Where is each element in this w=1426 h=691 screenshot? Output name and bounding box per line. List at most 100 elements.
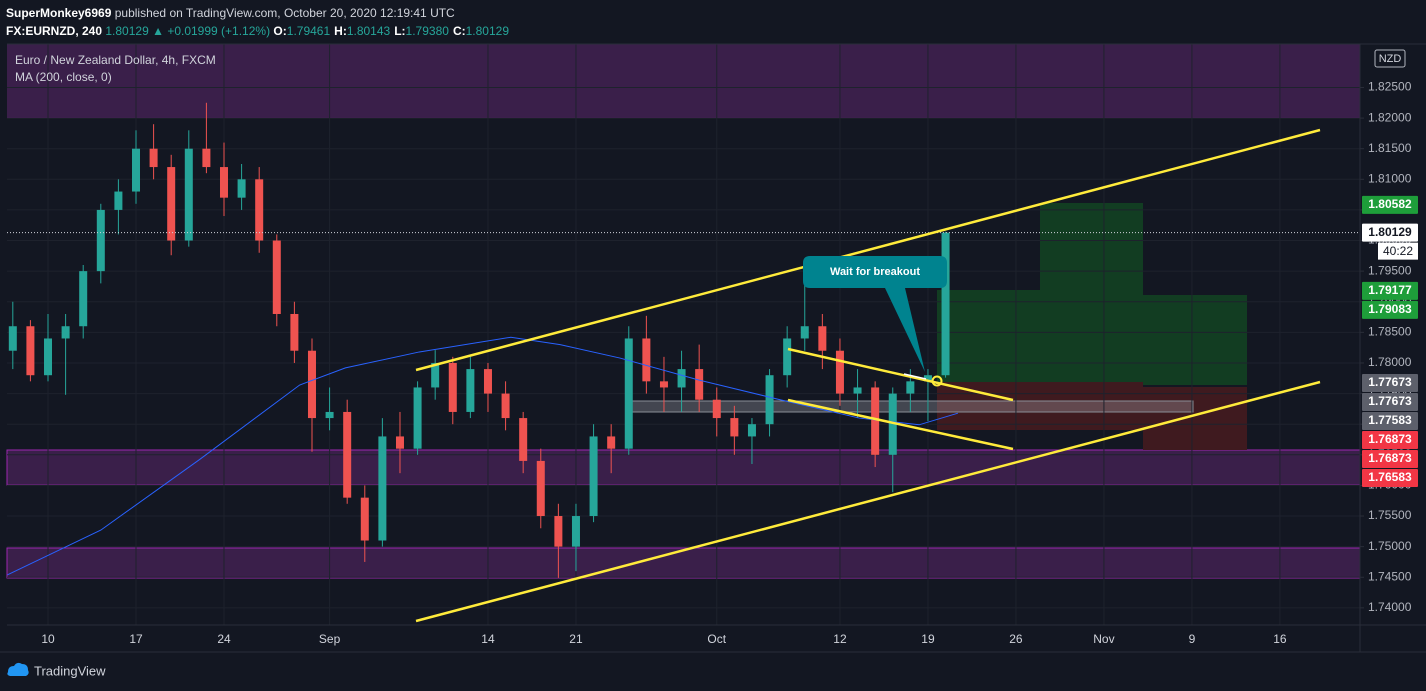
x-tick-label: 24 — [217, 632, 231, 646]
ohlc-value: 1.80143 — [346, 24, 391, 38]
y-tick-label: 1.74000 — [1368, 600, 1412, 614]
candle-body — [853, 387, 862, 394]
x-tick-label: 26 — [1009, 632, 1023, 646]
target-zone — [1040, 203, 1143, 318]
candle-body — [96, 209, 105, 272]
callout-text: Wait for breakout — [830, 266, 920, 278]
target-zone — [1143, 295, 1247, 385]
x-tick-label: 17 — [129, 632, 143, 646]
candle-body — [378, 436, 387, 541]
y-tick-label: 1.78000 — [1368, 355, 1412, 369]
y-tick-label: 1.81000 — [1368, 171, 1412, 185]
candle-body — [501, 393, 510, 419]
trend-line — [787, 398, 1014, 451]
x-tick-label: Oct — [707, 632, 726, 646]
candle-body — [290, 313, 299, 351]
price-label: 1.77673 — [1368, 394, 1412, 408]
mini-line — [903, 373, 927, 380]
currency: NZD — [1379, 53, 1402, 65]
price-label-bg — [1362, 449, 1418, 468]
candle-body — [818, 326, 827, 351]
breakout-point — [931, 375, 943, 387]
y-tick-label: 1.74500 — [1368, 569, 1412, 583]
x-tick-label: Nov — [1093, 632, 1114, 646]
candle-body — [448, 362, 457, 412]
layers — [6, 44, 1361, 579]
zone — [6, 449, 1361, 486]
candle-body — [395, 436, 404, 449]
candle-body — [79, 271, 88, 327]
countdown-bg — [1378, 242, 1418, 260]
y-tick-label: 1.78500 — [1368, 325, 1412, 339]
ohlc-value: 1.79380 — [405, 24, 449, 38]
ohlc-key: C: — [452, 24, 466, 38]
x-tick-label: 16 — [1273, 632, 1287, 646]
candle-body — [149, 148, 158, 168]
chart-title: Euro / New Zealand Dollar, 4h, FXCM — [15, 53, 216, 67]
brand: TradingView — [34, 663, 106, 678]
candle-body — [307, 350, 316, 419]
drawings — [415, 128, 1321, 623]
symbol-line: FX:EURNZD, 240 1.80129 ▲ +0.01999 (+1.12… — [6, 22, 513, 40]
ohlc-key: H: — [334, 24, 347, 38]
candle-body — [941, 232, 950, 376]
x-tick-label: 21 — [569, 632, 583, 646]
ohlc-key: L: — [394, 24, 406, 38]
price-label: 1.80129 — [1368, 225, 1412, 239]
price-label: 1.80582 — [1368, 197, 1412, 211]
zone — [7, 44, 1360, 118]
last: 1.80129 — [105, 24, 149, 38]
change: ▲ +0.01999 (+1.12%) — [152, 24, 271, 38]
candle-body — [712, 399, 721, 419]
candle-body — [906, 381, 915, 394]
candle-body — [677, 369, 686, 388]
ohlc: O:1.79461 H:1.80143 L:1.79380 C:1.80129 — [273, 24, 513, 38]
currency-badge — [1374, 49, 1406, 68]
ma-line — [7, 336, 959, 576]
candle-body — [554, 516, 563, 547]
x-tick-label: 14 — [481, 632, 495, 646]
candle-body — [343, 411, 352, 498]
y-tick-label: 1.82500 — [1368, 80, 1412, 94]
candle-body — [219, 167, 228, 198]
price-label-bg — [1362, 223, 1418, 242]
price-label-bg — [1362, 195, 1418, 214]
candle-body — [589, 436, 598, 517]
price-label-bg — [1362, 373, 1418, 392]
price-label-bg — [1362, 468, 1418, 487]
candle-body — [624, 338, 633, 449]
price-label: 1.79083 — [1368, 302, 1412, 316]
candle-body — [923, 375, 932, 382]
ohlc-key: O: — [273, 24, 287, 38]
price-label: 1.76873 — [1368, 432, 1412, 446]
candle-body — [237, 179, 246, 198]
y-tick-label: 1.75500 — [1368, 508, 1412, 522]
zone — [6, 547, 1361, 579]
x-tick-label: 9 — [1189, 632, 1196, 646]
price-label: 1.77583 — [1368, 413, 1412, 427]
price-label: 1.76873 — [1368, 451, 1412, 465]
ohlc-value: 1.79461 — [286, 24, 331, 38]
candle-body — [871, 387, 880, 455]
x-tick-label: Sep — [319, 632, 341, 646]
candle-body — [747, 424, 756, 437]
candle-body — [536, 460, 545, 517]
price-label-bg — [1362, 392, 1418, 411]
y-tick-label: 1.81500 — [1368, 141, 1412, 155]
price-label-bg — [1362, 300, 1418, 319]
candle-body — [659, 381, 668, 388]
published: published on TradingView.com, October 20… — [114, 6, 455, 20]
candle-body — [8, 326, 17, 351]
price-axis: 1.740001.745001.750001.755001.760001.765… — [1360, 80, 1418, 614]
ohlc-value: 1.80129 — [465, 24, 509, 38]
candle-body — [519, 418, 528, 461]
candle-body — [61, 326, 70, 339]
candle-body — [255, 179, 264, 241]
trend-line — [787, 347, 1014, 402]
x-tick-label: 19 — [921, 632, 935, 646]
candle-body — [26, 326, 35, 376]
candle-body — [413, 387, 422, 449]
price-label-bg — [1362, 411, 1418, 430]
trend-line — [415, 380, 1321, 623]
